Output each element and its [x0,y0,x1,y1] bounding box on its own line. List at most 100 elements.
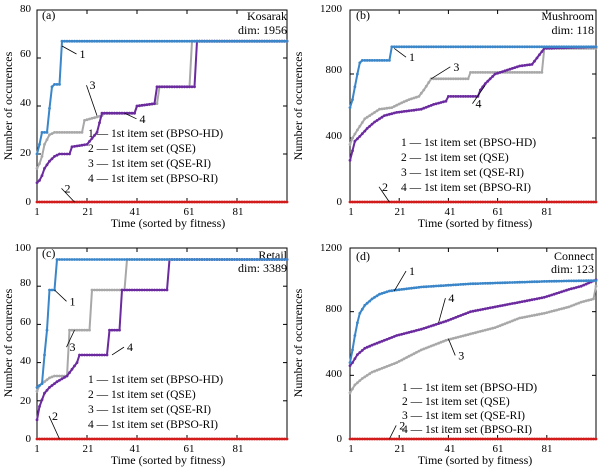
panel-d-series-3-point [395,361,399,364]
panel-d-series-4-point [370,343,374,347]
panel-a-series-2-point [173,200,176,204]
panel-d-series-2-point [422,437,426,441]
panel-b-series-4-point [488,77,492,81]
panel-a-series-1-point [43,131,46,134]
panel-d-series-1-point [587,279,590,283]
panel-d-series-1-point [483,281,487,285]
panel-c-series-2-point [188,437,191,441]
panel-a-series-2-point [243,200,246,204]
panel-c-series-3-point [90,288,94,292]
panel-d-series-1-point [528,280,531,284]
panel-a-series-1-point [45,131,49,134]
panel-a-series-1-point [185,39,189,43]
panel-a-series-3-point [50,132,54,136]
panel-d-series-3-point [429,344,433,348]
panel-a-series-4-point [93,134,96,137]
panel-d-curve-label-2: 2 [399,418,405,432]
panel-a-series-1-point [278,39,281,43]
panel-c-series-1-point [105,258,109,261]
panel-c-series-4-point [45,388,49,392]
panel-a-series-2-point [253,200,256,204]
panel-a-xtick-label: 41 [130,206,141,218]
panel-a-legend-4: 4 — 1st item set (BPSO-RI) [88,173,218,185]
panel-d-series-3-point [513,318,517,322]
panel-d-series-2-point [486,437,490,441]
panel-c-series-3-point [103,288,106,292]
panel-c-series-1-point [113,258,116,261]
panel-a-series-2-point [128,200,131,204]
panel-d-series-3-point [523,315,527,319]
panel-b-series-4-point [417,108,421,111]
panel-c-series-3-point [55,374,59,378]
panel-a-series-1-point [238,39,241,43]
panel-b-series-3-point [525,71,529,74]
panel-a-series-4-point [140,103,144,107]
panel-c-series-1-point [210,258,214,261]
panel-b-series-2-point [481,200,485,204]
panel-b-series-4-point [360,132,364,136]
panel-d-series-3-point [415,351,418,354]
panel-d-series-4-point [407,331,411,334]
panel-c-curve-label-1: 1 [70,294,76,308]
panel-b-series-1-point [405,45,408,49]
panel-d-series-1-point [353,334,357,337]
panel-b-series-3-point [388,106,391,110]
panel-d-series-3-point [508,320,512,324]
panel-d-series-3-point [368,372,372,376]
panel-d-series-1-point [464,282,467,286]
panel-b-series-2-point [407,200,411,204]
panel-d-series-4-point [469,310,472,314]
panel-b-series-2-point [368,200,372,204]
panel-b-series-4-point [390,112,394,116]
panel-d-series-1-point [370,297,374,301]
panel-b-series-3-point [400,101,404,105]
panel-d-series-2-point [365,437,369,441]
panel-d-series-2-point [589,437,593,441]
panel-a-series-3-point [78,131,81,134]
panel-b-series-2-point [415,200,418,204]
panel-a-series-2-point [130,200,134,204]
panel-a-series-1-point [120,39,124,43]
panel-a-series-2-point [65,200,69,204]
panel-b-series-2-point [424,200,428,204]
panel-b-series-1-point [565,45,568,49]
panel-c-series-1-point [215,258,219,261]
panel-d-series-2-point [520,437,524,441]
panel-b-series-4-point [456,95,460,98]
panel-d-series-4-point [348,364,352,368]
panel-c-series-1-point [108,258,111,261]
panel-b-series-4-point [392,111,396,115]
panel-a-series-4-point [193,85,196,89]
panel-a-series-1-point [128,39,131,43]
panel-a-series-2-point [218,200,221,204]
panel-b-series-1-point [451,45,455,49]
panel-c-xtick-label: 41 [130,443,141,455]
panel-d-series-4-point [493,305,497,309]
panel-d-series-4-point [550,293,554,297]
panel-a-series-2-point [90,200,94,204]
panel-d-series-4-point [365,345,369,349]
panel-a-series-1-point [115,39,119,43]
panel-b-series-1-point [577,45,581,49]
panel-b-series-4-point [491,75,495,78]
panel-c-series-2-point [153,437,156,441]
panel-a-series-4-point [58,152,61,156]
panel-d-ylabel: Number of occurences [291,288,305,397]
panel-c-series-2-point [140,437,144,441]
panel-c-series-4-point [73,364,76,368]
panel-a-series-1 [36,40,287,155]
panel-b-series-3-point [520,71,524,74]
panel-b-series-2-point [456,200,460,204]
panel-b-series-4-point [395,111,399,114]
panel-a-series-4-point [145,103,149,106]
panel-a-series-4-point [118,111,121,115]
panel-c-series-1-point [228,258,231,261]
panel-d-series-1-point [535,280,539,284]
panel-b-series-1-point [444,45,448,49]
panel-d-series-1-point [407,287,411,290]
panel-b-series-4-point [501,70,504,73]
panel-c-series-2-point [178,437,181,441]
panel-b-series-2-point [464,200,467,204]
panel-b-series-2-point [491,200,495,204]
